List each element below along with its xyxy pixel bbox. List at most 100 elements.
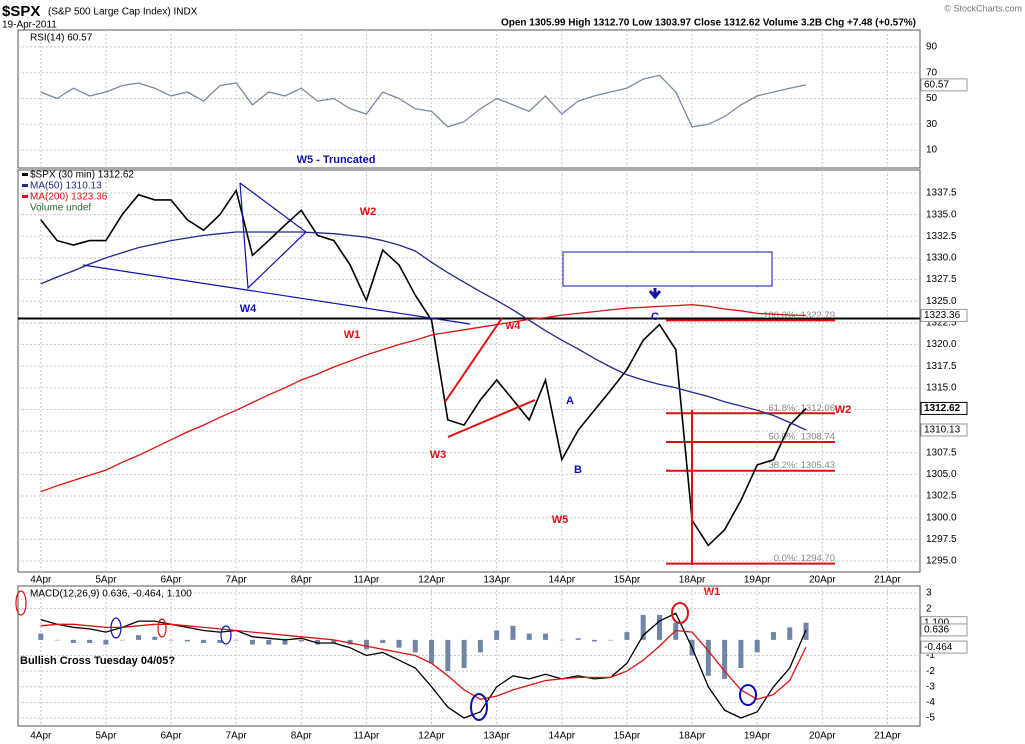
end-label: 60.57: [924, 80, 949, 91]
histogram-bar: [380, 639, 386, 643]
callout-box: [562, 251, 773, 287]
x-tick-label: 7Apr: [226, 575, 248, 586]
histogram-bar: [54, 639, 60, 641]
fib-label: 61.8%: 1312.06: [768, 403, 835, 414]
date: 19-Apr-2011: [2, 20, 57, 31]
end-label-box: [920, 308, 968, 322]
y-tick-label: 1335.0: [926, 209, 957, 220]
x-tick-label: 21Apr: [874, 731, 901, 742]
x-tick-label: 8Apr: [291, 575, 313, 586]
legend-label: $SPX (30 min) 1312.62: [30, 170, 134, 181]
histogram-bar: [347, 639, 353, 645]
x-tick-label: 11Apr: [353, 575, 380, 586]
histogram-bar: [103, 639, 109, 645]
end-label: 1.100: [924, 617, 949, 628]
histogram-bar: [559, 639, 565, 641]
histogram-bar: [738, 639, 744, 668]
y-tick-label: 1332.5: [926, 231, 957, 242]
histogram-bar: [363, 639, 369, 650]
annotation: w4: [505, 320, 522, 332]
y-tick-label: -3: [926, 681, 935, 692]
histogram-bar: [135, 635, 141, 640]
end-label: 0.636: [924, 625, 949, 636]
end-label: 1312.62: [924, 403, 961, 414]
legend-label: MA(200) 1323.36: [30, 192, 108, 203]
series-line: [40, 623, 807, 701]
x-tick-label: 20Apr: [809, 731, 836, 742]
wedge-bottom: [447, 399, 536, 438]
histogram-bar: [70, 639, 76, 643]
x-tick-label: 19Apr: [744, 731, 771, 742]
y-tick-label: 1297.5: [926, 534, 957, 545]
histogram-bar: [754, 639, 760, 653]
x-tick-label: 18Apr: [679, 731, 706, 742]
legend-swatch: [22, 184, 28, 187]
fib-label: 0.0%: 1294.70: [774, 553, 835, 564]
end-label-box: [920, 78, 968, 92]
histogram-bar: [445, 639, 451, 672]
circle: [220, 625, 232, 645]
histogram-bar: [152, 636, 158, 640]
y-tick-label: 10: [926, 145, 938, 156]
wedge-top: [444, 317, 503, 403]
histogram-bar: [396, 639, 402, 648]
histogram-bar: [119, 639, 125, 641]
x-tick-label: 21Apr: [874, 575, 901, 586]
histogram-bar: [201, 639, 207, 643]
histogram-bar: [217, 639, 223, 643]
fib-label: 50.0%: 1308.74: [768, 432, 835, 443]
legend-label: MA(50) 1310.13: [30, 181, 102, 192]
fib-label: 38.2%: 1305.43: [768, 460, 835, 471]
series-line: [40, 304, 807, 493]
annotation: W2: [360, 206, 377, 218]
y-tick-label: -1: [926, 650, 935, 661]
histogram-bar: [249, 639, 255, 645]
histogram-bar: [640, 614, 646, 640]
series-line: [40, 74, 807, 128]
y-tick-label: 1295.0: [926, 556, 957, 567]
x-tick-label: 12Apr: [418, 731, 445, 742]
histogram-bar: [526, 633, 532, 640]
y-tick-label: 1320.0: [926, 339, 957, 350]
y-tick-label: 2: [926, 603, 932, 614]
x-tick-label: 6Apr: [160, 575, 182, 586]
histogram-bar: [575, 638, 581, 640]
histogram-bar: [477, 639, 483, 653]
annotation: W4: [240, 303, 257, 315]
y-tick-label: 1300.0: [926, 512, 957, 523]
annotation: Bullish Cross Tuesday 04/05?: [20, 655, 175, 667]
index-name: (S&P 500 Large Cap Index) INDX: [48, 7, 198, 18]
histogram-bar: [461, 639, 467, 668]
x-tick-label: 18Apr: [679, 575, 706, 586]
x-tick-label: 5Apr: [95, 731, 117, 742]
end-label: -0.464: [924, 642, 953, 653]
x-tick-label: 15Apr: [614, 575, 641, 586]
histogram-bar: [233, 639, 239, 641]
histogram-bar: [298, 639, 304, 642]
annotation: C: [651, 311, 659, 323]
x-tick-label: 13Apr: [483, 575, 510, 586]
x-tick-label: 11Apr: [353, 731, 380, 742]
x-tick-label: 14Apr: [548, 731, 575, 742]
histogram-bar: [494, 630, 500, 640]
histogram-bar: [608, 639, 614, 641]
y-tick-label: 50: [926, 93, 938, 104]
histogram-bar: [510, 625, 516, 640]
annotation: A: [566, 395, 574, 407]
y-tick-label: 90: [926, 42, 938, 53]
y-tick-label: 1315.0: [926, 382, 957, 393]
y-tick-label: 1317.5: [926, 361, 957, 372]
legend-label: Volume undef: [30, 203, 91, 214]
histogram-bar: [429, 639, 435, 664]
y-tick-label: 1325.0: [926, 296, 957, 307]
circle: [739, 684, 757, 706]
end-label: 1310.13: [924, 425, 961, 436]
annotation: W5 - Truncated: [297, 154, 376, 166]
end-label-box: [920, 401, 968, 415]
y-tick-label: -2: [926, 666, 935, 677]
x-tick-label: 12Apr: [418, 575, 445, 586]
panel-title: MACD(12,26,9) 0.636, -0.464, 1.100: [30, 589, 192, 600]
histogram-bar: [787, 627, 793, 640]
x-tick-label: 19Apr: [744, 575, 771, 586]
y-tick-label: 1322.5: [926, 318, 957, 329]
